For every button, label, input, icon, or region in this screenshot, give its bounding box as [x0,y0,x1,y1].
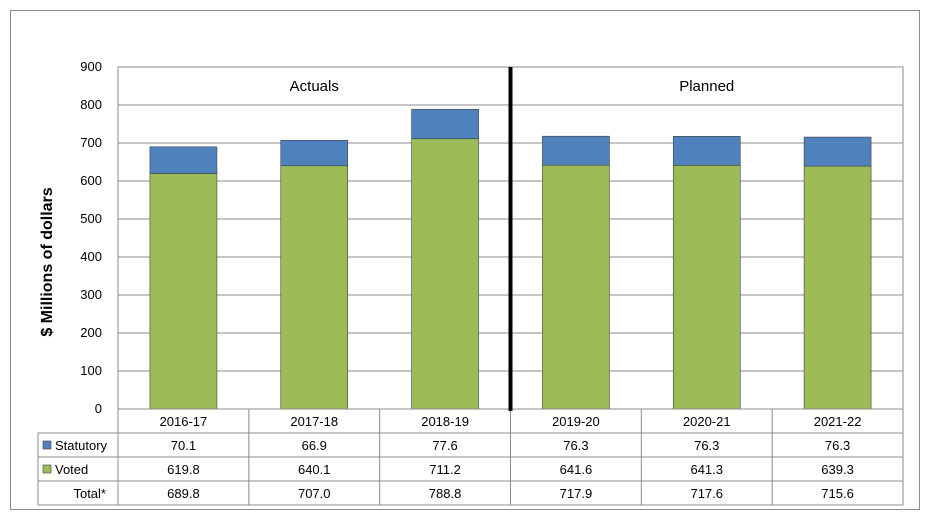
y-tick-label: 800 [80,97,102,112]
data-cell: 76.3 [825,438,850,453]
x-tick-label: 2017-18 [290,414,338,429]
data-cell: 641.6 [560,462,593,477]
y-axis-label: $ Millions of dollars [39,187,56,336]
data-cell: 717.9 [560,486,593,501]
x-tick-label: 2018-19 [421,414,469,429]
data-cell: 715.6 [821,486,854,501]
data-cell: 77.6 [432,438,457,453]
bar-voted-2016-17 [149,173,218,410]
legend-key-statutory [42,440,52,450]
section-label-actuals: Actuals [290,78,339,95]
data-cell: 707.0 [298,486,331,501]
y-tick-label: 400 [80,249,102,264]
x-tick-label: 2016-17 [160,414,208,429]
y-tick-label: 100 [80,363,102,378]
y-tick-label: 500 [80,211,102,226]
legend-label-statutory: Statutory [55,438,108,453]
data-cell: 66.9 [302,438,327,453]
x-tick-label: 2019-20 [552,414,600,429]
x-tick-label: 2020-21 [683,414,731,429]
data-cell: 70.1 [171,438,196,453]
legend-label-voted: Voted [55,462,88,477]
data-cell: 689.8 [167,486,200,501]
y-tick-label: 200 [80,325,102,340]
data-cell: 640.1 [298,462,331,477]
bar-statutory-2019-20 [542,135,610,166]
bar-voted-2018-19 [411,138,479,410]
data-cell: 641.3 [690,462,723,477]
y-tick-label: 0 [95,401,102,416]
bar-voted-2021-22 [803,165,872,410]
bar-statutory-2016-17 [149,146,218,174]
bar-statutory-2020-21 [672,136,741,166]
data-cell: 717.6 [690,486,723,501]
data-cell: 711.2 [429,462,461,477]
y-tick-label: 300 [80,287,102,302]
bar-statutory-2018-19 [411,108,479,140]
data-cell: 76.3 [563,438,588,453]
chart-frame [10,10,920,510]
y-tick-label: 600 [80,173,102,188]
bar-voted-2019-20 [542,164,610,410]
y-tick-label: 700 [80,135,102,150]
y-tick-label: 900 [80,59,102,74]
bar-statutory-2021-22 [803,136,872,167]
bar-voted-2020-21 [672,165,741,410]
bar-statutory-2017-18 [280,140,349,167]
bar-voted-2017-18 [280,165,349,410]
data-cell: 619.8 [167,462,200,477]
legend-key-voted [42,464,52,474]
section-label-planned: Planned [679,78,734,95]
row-label-total: Total* [73,486,106,501]
data-cell: 639.3 [821,462,854,477]
data-cell: 76.3 [694,438,719,453]
data-cell: 788.8 [429,486,462,501]
x-tick-label: 2021-22 [814,414,862,429]
